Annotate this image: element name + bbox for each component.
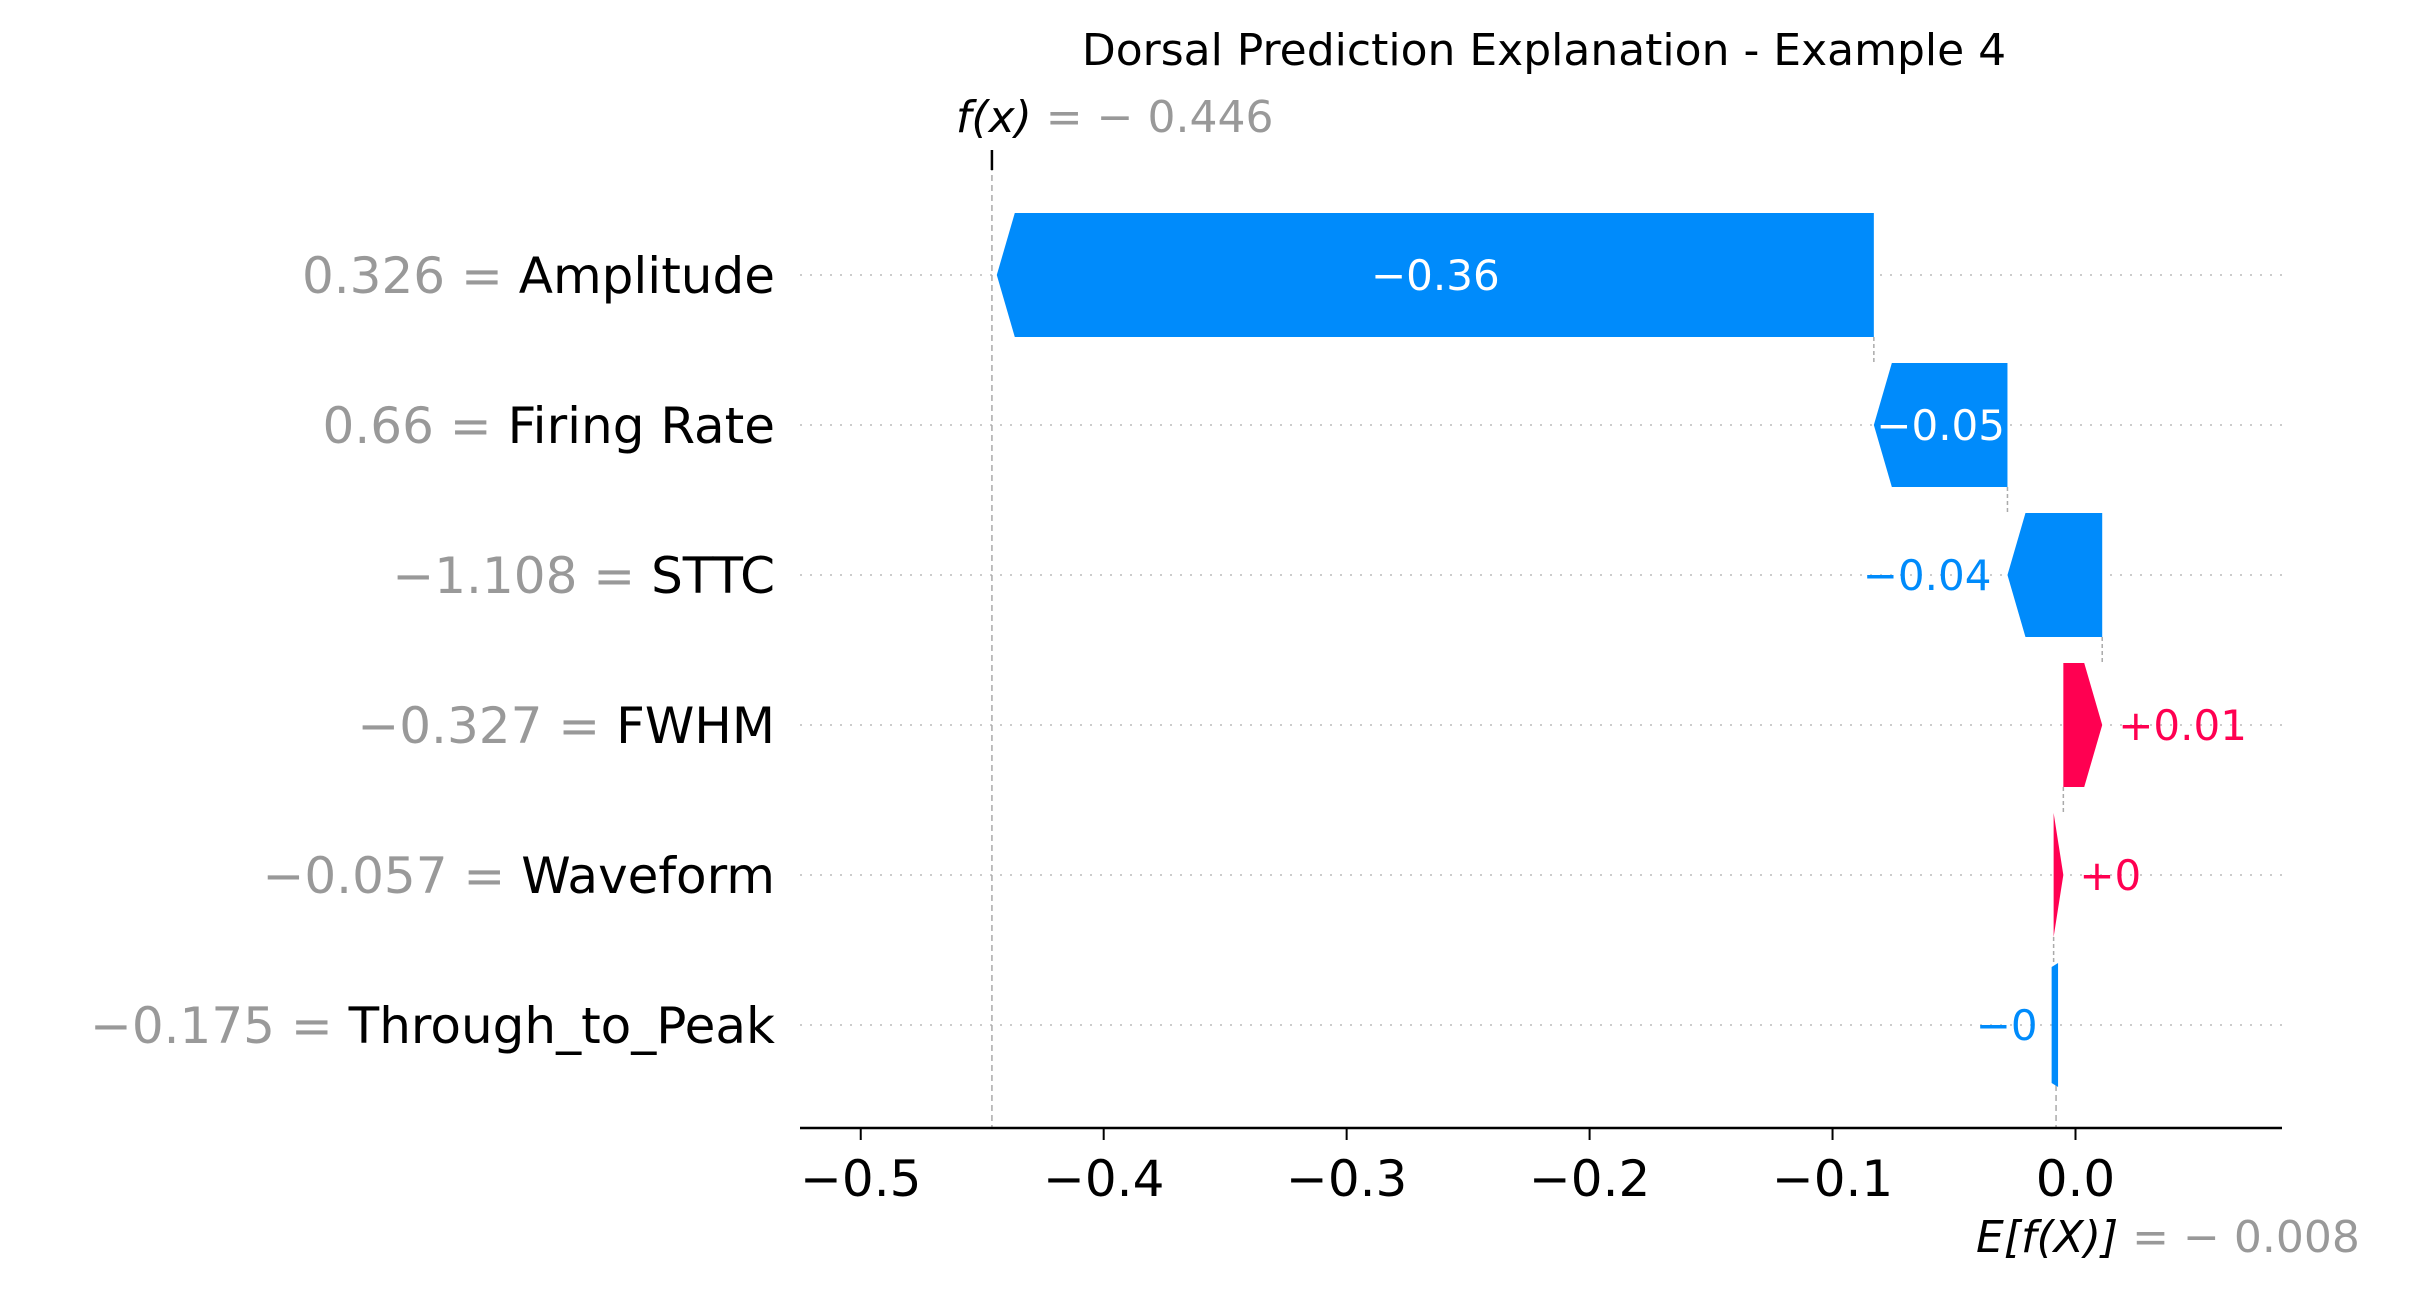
reference-lines — [990, 150, 2103, 1128]
feature-value: −0.057 = — [262, 847, 521, 905]
feature-name: Waveform — [521, 847, 775, 905]
x-tick-label: −0.5 — [800, 1150, 921, 1208]
feature-name: Amplitude — [519, 247, 775, 305]
negative-bar — [2051, 963, 2059, 1087]
negative-bar — [2007, 513, 2103, 637]
x-tick-label: −0.1 — [1772, 1150, 1893, 1208]
output-value: = − 0.446 — [1046, 92, 1274, 143]
negative-bar — [996, 213, 1874, 337]
x-axis: −0.5 −0.4 −0.3 −0.2 −0.1 0.0 — [800, 1126, 2282, 1208]
bar-value-label: −0.05 — [1876, 401, 2005, 450]
positive-bar — [2063, 663, 2103, 787]
grid-lines — [800, 274, 2282, 1026]
base-value-annotation: E[f(X)] = − 0.008 — [1976, 1212, 2360, 1263]
feature-label: −0.327 = FWHM — [357, 697, 775, 755]
feature-labels: −0.36 0.326 = Amplitude −0.05 0.66 = Firing… — [90, 247, 2247, 1055]
feature-label: −0.175 = Through_to_Peak — [90, 997, 775, 1055]
base-value: = − 0.008 — [2132, 1212, 2360, 1263]
feature-name: FWHM — [616, 697, 775, 755]
feature-label: −1.108 = STTC — [392, 547, 775, 605]
feature-name: Firing Rate — [508, 397, 775, 455]
feature-value: 0.66 = — [323, 397, 508, 455]
feature-label: 0.326 = Amplitude — [302, 247, 775, 305]
feature-label: −0.057 = Waveform — [262, 847, 775, 905]
bar-value-label: +0 — [2079, 851, 2141, 900]
feature-value: −1.108 = — [392, 547, 651, 605]
feature-name: Through_to_Peak — [348, 997, 775, 1055]
bar-value-label: +0.01 — [2118, 701, 2247, 750]
feature-value: −0.327 = — [357, 697, 616, 755]
bar-value-label: −0 — [1976, 1001, 2038, 1050]
x-tick-label: 0.0 — [2036, 1150, 2116, 1208]
output-label: f(x) — [956, 92, 1046, 143]
chart-title: Dorsal Prediction Explanation - Example … — [1082, 25, 2006, 76]
feature-name: STTC — [651, 547, 775, 605]
bar-value-label: −0.36 — [1371, 251, 1500, 300]
value-annotations: f(x) = − 0.446 E[f(X)] = − 0.008 — [956, 92, 2360, 1263]
negative-bar — [1873, 363, 2008, 487]
x-tick-label: −0.2 — [1529, 1150, 1650, 1208]
bar-value-label: −0.04 — [1863, 551, 1992, 600]
x-tick-label: −0.4 — [1043, 1150, 1164, 1208]
bars — [996, 213, 2103, 1087]
output-value-annotation: f(x) = − 0.446 — [956, 92, 1274, 143]
positive-bar — [2053, 813, 2064, 937]
base-label: E[f(X)] — [1976, 1212, 2132, 1263]
feature-value: −0.175 = — [90, 997, 349, 1055]
feature-label: 0.66 = Firing Rate — [323, 397, 775, 455]
feature-value: 0.326 = — [302, 247, 519, 305]
x-tick-label: −0.3 — [1286, 1150, 1407, 1208]
